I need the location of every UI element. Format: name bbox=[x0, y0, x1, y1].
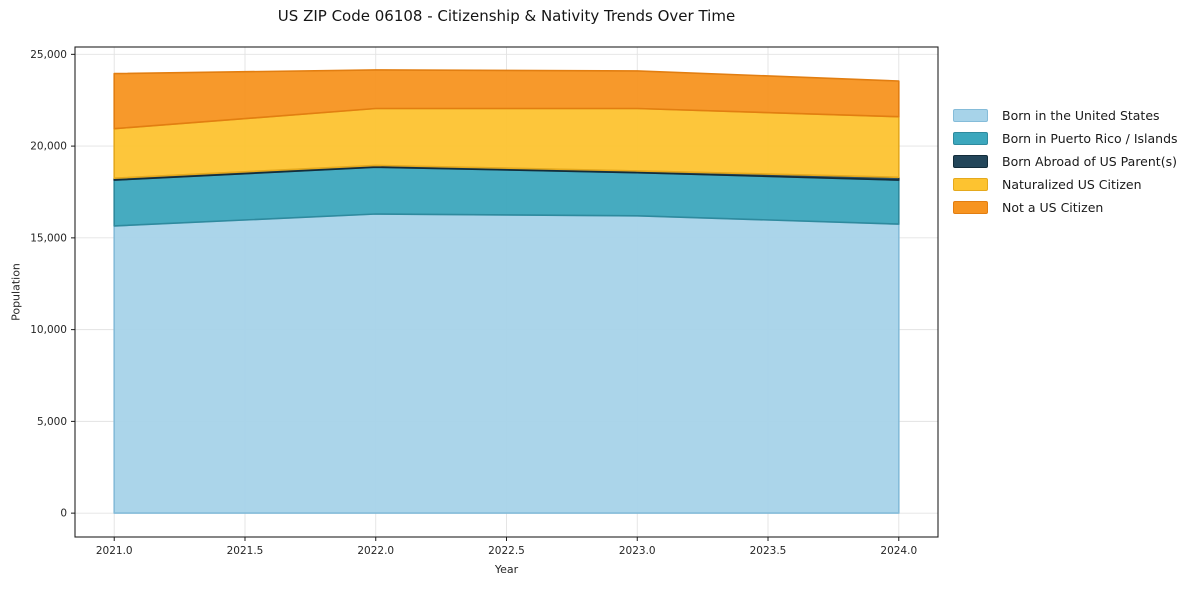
legend-item: Not a US Citizen bbox=[953, 196, 1178, 219]
legend-swatch-icon bbox=[953, 155, 988, 168]
x-tick-label: 2022.5 bbox=[488, 545, 525, 557]
legend-item: Born Abroad of US Parent(s) bbox=[953, 150, 1178, 173]
y-tick-label: 15,000 bbox=[30, 232, 67, 244]
legend-item: Born in the United States bbox=[953, 104, 1178, 127]
legend-swatch-icon bbox=[953, 201, 988, 214]
y-tick-label: 10,000 bbox=[30, 324, 67, 336]
area-series-4 bbox=[113, 69, 900, 130]
x-tick-label: 2023.5 bbox=[750, 545, 787, 557]
legend-label: Naturalized US Citizen bbox=[1002, 177, 1142, 192]
y-tick-label: 0 bbox=[60, 508, 67, 520]
legend-item: Naturalized US Citizen bbox=[953, 173, 1178, 196]
y-tick-label: 5,000 bbox=[37, 416, 67, 428]
y-axis-title: Population bbox=[9, 263, 23, 321]
x-tick-label: 2024.0 bbox=[880, 545, 917, 557]
legend-swatch-icon bbox=[953, 178, 988, 191]
y-tick-label: 25,000 bbox=[30, 49, 67, 61]
legend-label: Born Abroad of US Parent(s) bbox=[1002, 154, 1177, 169]
legend-label: Not a US Citizen bbox=[1002, 200, 1104, 215]
x-tick-label: 2021.5 bbox=[227, 545, 264, 557]
legend-label: Born in the United States bbox=[1002, 108, 1160, 123]
legend-swatch-icon bbox=[953, 132, 988, 145]
legend-item: Born in Puerto Rico / Islands bbox=[953, 127, 1178, 150]
x-tick-label: 2022.0 bbox=[357, 545, 394, 557]
x-tick-label: 2023.0 bbox=[619, 545, 656, 557]
tick-marks bbox=[71, 53, 900, 541]
x-tick-label: 2021.0 bbox=[96, 545, 133, 557]
chart-title: US ZIP Code 06108 - Citizenship & Nativi… bbox=[277, 7, 736, 25]
legend-label: Born in Puerto Rico / Islands bbox=[1002, 131, 1178, 146]
area-series-0 bbox=[113, 213, 900, 514]
legend-swatch-icon bbox=[953, 109, 988, 122]
y-tick-label: 20,000 bbox=[30, 141, 67, 153]
legend: Born in the United States Born in Puerto … bbox=[953, 104, 1178, 219]
x-axis-title: Year bbox=[494, 563, 519, 576]
